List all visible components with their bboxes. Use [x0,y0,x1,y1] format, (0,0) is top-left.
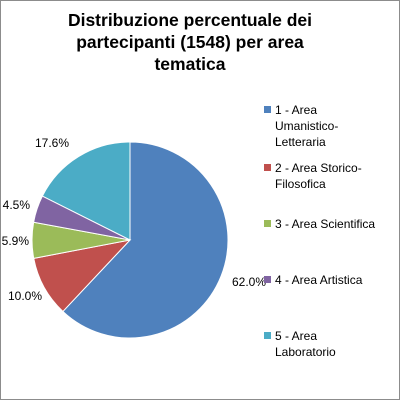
legend-swatch-3 [264,220,271,227]
data-label-3: 5.9% [2,234,30,248]
legend-label-1-line-2: Umanistico- [275,119,339,133]
legend-swatch-5 [264,332,271,339]
pie-slice-5 [41,141,131,241]
legend-label-3-line-1: 3 - Area Scientifica [275,217,376,231]
legend-swatch-2 [264,164,271,171]
legend-label-2-line-2: Filosofica [275,177,326,191]
legend-swatch-1 [264,106,271,113]
data-label-5: 17.6% [35,136,69,150]
data-label-1: 62.0% [232,275,266,289]
data-label-2: 10.0% [8,289,42,303]
chart-title-line-2: partecipanti (1548) per area [76,32,304,52]
chart-title-line-1: Distribuzione percentuale dei [67,10,313,30]
legend-swatch-4 [264,276,271,283]
legend-label-1-line-3: Letteraria [275,135,326,149]
legend-label-4-line-1: 4 - Area Artistica [275,273,363,287]
chart-title: Distribuzione percentuale dei partecipan… [20,9,360,75]
pie-slice-1 [62,141,229,339]
data-label-4: 4.5% [3,198,31,212]
legend-label-2-line-1: 2 - Area Storico- [275,161,362,175]
legend-label-5-line-2: Laboratorio [275,345,336,359]
chart-title-line-3: tematica [154,54,226,74]
legend-label-5-line-1: 5 - Area [275,329,318,343]
legend-label-1-line-1: 1 - Area [275,103,318,117]
